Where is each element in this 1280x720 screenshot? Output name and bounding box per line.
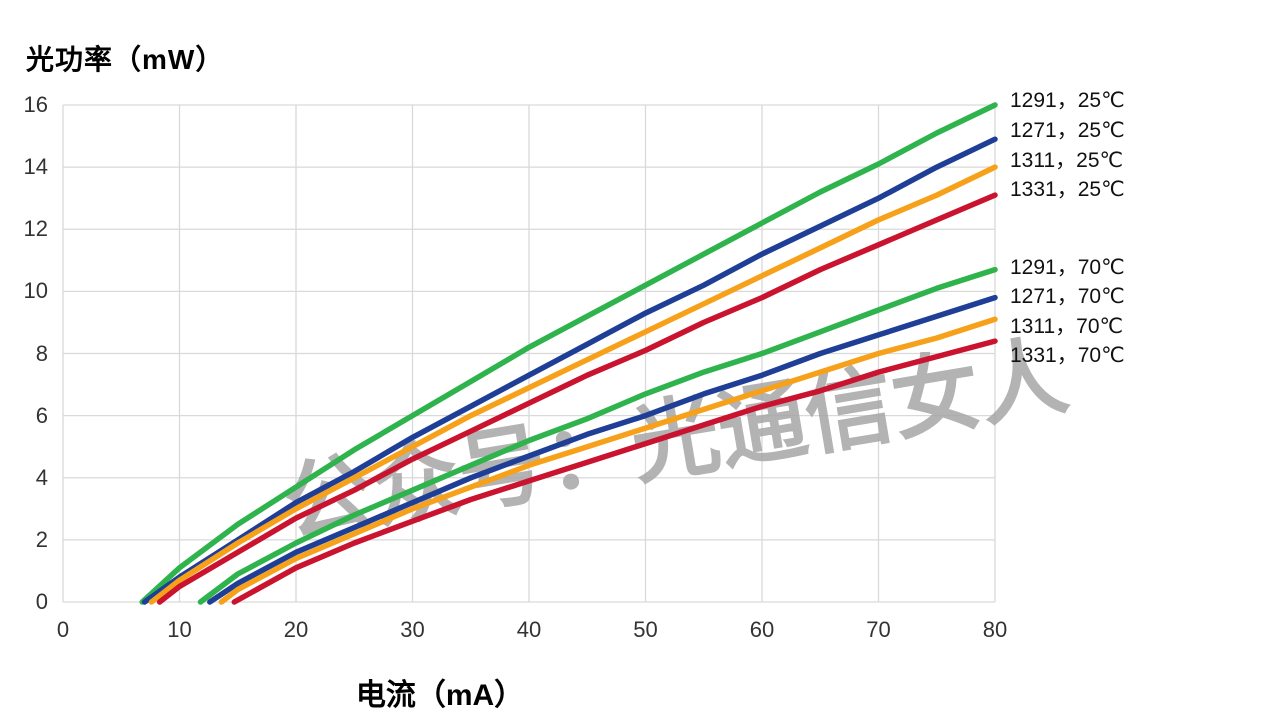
legend-label-1331-25℃: 1331，25℃: [1010, 178, 1125, 201]
gridlines: [62, 104, 996, 603]
x-tick-label-70: 70: [866, 617, 891, 642]
x-tick-label-60: 60: [749, 617, 775, 642]
x-tick-label-10: 10: [167, 617, 192, 642]
legend-label-1291-25℃: 1291，25℃: [1010, 89, 1125, 112]
y-axis-title: 光功率（mW）: [26, 44, 225, 75]
y-tick-label-4: 4: [35, 464, 48, 490]
y-tick-label-14: 14: [23, 154, 48, 180]
series-line-1311-25℃: [148, 164, 998, 605]
legend-label-1271-70℃: 1271，70℃: [1010, 285, 1125, 308]
series-line-1271-25℃: [141, 136, 998, 605]
y-tick-label-0: 0: [35, 589, 48, 614]
legend-label-1291-70℃: 1291，70℃: [1010, 256, 1125, 279]
series-line-1331-70℃: [231, 338, 998, 605]
legend-label-1311-25℃: 1311，25℃: [1010, 149, 1124, 172]
y-tick-label-12: 12: [23, 216, 48, 242]
x-tick-label-80: 80: [982, 617, 1008, 642]
legend-label-1311-70℃: 1311，70℃: [1010, 315, 1124, 338]
y-tick-label-8: 8: [35, 340, 48, 366]
x-tick-label-50: 50: [633, 617, 658, 642]
legend-label-1271-25℃: 1271，25℃: [1010, 119, 1125, 142]
y-tick-label-10: 10: [23, 278, 48, 304]
series-line-1291-25℃: [139, 102, 998, 605]
series-line-1291-70℃: [197, 266, 998, 605]
series-line-1271-70℃: [207, 294, 998, 605]
watermark: 公众号：光通信女人: [277, 325, 1074, 553]
x-tick-label-40: 40: [516, 617, 542, 642]
y-tick-label-2: 2: [35, 526, 48, 552]
x-axis-title: 电流（mA）: [355, 679, 525, 712]
legend-label-1331-70℃: 1331，70℃: [1010, 344, 1125, 367]
series-line-1331-25℃: [156, 192, 998, 605]
x-tick-label-30: 30: [400, 617, 425, 642]
series-curves: [139, 102, 998, 605]
series-line-1311-70℃: [218, 316, 998, 605]
y-tick-label-6: 6: [35, 402, 48, 428]
x-tick-label-20: 20: [283, 617, 309, 642]
x-tick-label-0: 0: [56, 617, 70, 642]
y-tick-label-16: 16: [23, 92, 48, 117]
